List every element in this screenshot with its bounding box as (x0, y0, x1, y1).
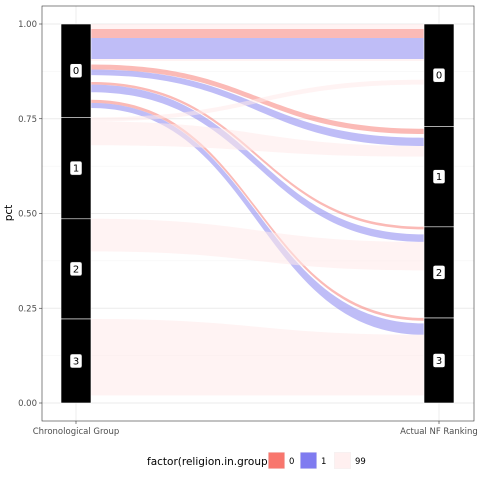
flow-2-to-2-group-99 (91, 218, 424, 271)
y-tick-label: 0.75 (18, 115, 37, 125)
stratum-label: 2 (73, 264, 79, 275)
stratum-label: 0 (436, 71, 442, 82)
legend: factor(religion.in.group) 0 1 99 (147, 452, 366, 469)
legend-swatch-99 (334, 452, 351, 469)
stratum-label-box (69, 63, 83, 78)
stratum-label-box (69, 353, 83, 369)
legend-swatch-0 (268, 452, 285, 469)
flow-0-to-0-group-99 (91, 24, 424, 30)
y-tick-label: 0.25 (18, 304, 37, 314)
y-axis: 0.00 0.25 0.50 0.75 1.00 (18, 20, 42, 409)
stratum-label: 3 (73, 356, 79, 367)
flow-0-to-2-group-1 (91, 84, 424, 242)
strata-layer: 0 1 2 3 0 1 2 3 (60, 23, 455, 404)
flow-0-to-0-group-99 (91, 58, 424, 62)
stratum-label-box (432, 353, 446, 368)
y-tick-label: 0.50 (18, 210, 37, 220)
flow-1-to-0-group-99 (91, 79, 424, 122)
y-tick-label: 0.00 (18, 399, 37, 409)
legend-label-0: 0 (289, 457, 294, 467)
legend-title: factor(religion.in.group) (147, 456, 272, 468)
stratum-label-box (432, 265, 446, 280)
stratum-label: 0 (73, 66, 79, 77)
flow-layer (91, 24, 424, 396)
flow-0-to-1-group-1 (91, 69, 424, 147)
stratum-label: 1 (73, 164, 79, 175)
x-axis: Chronological Group Actual NF Ranking (33, 421, 478, 437)
legend-items: 0 1 99 (268, 452, 366, 469)
stratum-label-box (432, 67, 446, 83)
stratum-label-box (69, 261, 83, 277)
y-tick-label: 1.00 (18, 20, 37, 30)
flow-3-to-3-group-99 (91, 318, 424, 396)
flow-0-to-3-group-1 (91, 102, 424, 335)
x-tick-label: Actual NF Ranking (400, 427, 478, 437)
stratum-label: 3 (436, 356, 442, 367)
flow-0-to-0-group-0 (91, 29, 424, 38)
stratum-label-box (69, 160, 83, 176)
x-tick-label: Chronological Group (33, 427, 120, 437)
flow-0-to-3-group-0 (91, 99, 424, 321)
stratum-label-box (432, 169, 446, 184)
y-axis-title: pct (3, 205, 15, 222)
flow-0-to-0-group-1 (91, 37, 424, 59)
legend-label-1: 1 (321, 457, 326, 467)
flow-0-to-2-group-0 (91, 81, 424, 230)
legend-label-99: 99 (355, 457, 366, 467)
flow-1-to-1-group-99 (91, 121, 424, 157)
legend-swatch-1 (300, 452, 317, 469)
stratum-label: 1 (436, 172, 442, 183)
stratum-label: 2 (436, 268, 442, 279)
